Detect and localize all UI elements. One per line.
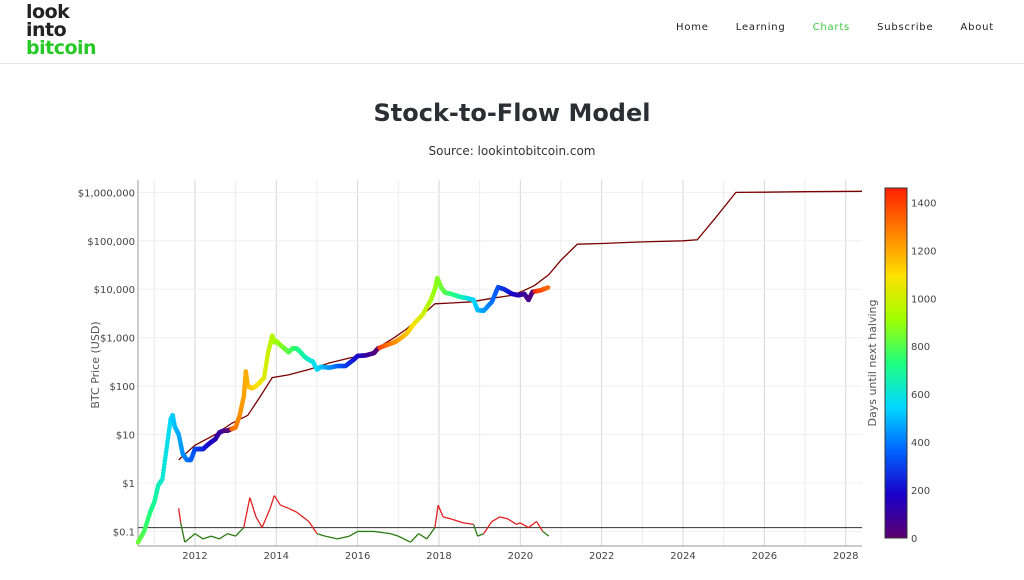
oscillator-segment (507, 518, 517, 525)
oscillator-segment (418, 533, 428, 540)
colorbar-tick-label: 1200 (911, 246, 936, 257)
colorbar-tick-label: 800 (911, 342, 930, 353)
oscillator-segment (316, 533, 326, 537)
oscillator-segment (273, 495, 281, 506)
oscillator-segment (261, 508, 271, 528)
oscillator-segment (249, 497, 257, 518)
y-tick-label: $10 (116, 431, 135, 442)
oscillator-segment (243, 497, 251, 528)
oscillator-segment (178, 508, 182, 523)
x-tick-label: 2016 (345, 551, 370, 562)
site-header: look into bitcoin Home Learning Charts S… (0, 0, 1024, 64)
oscillator-segment (218, 533, 228, 540)
nav-charts[interactable]: Charts (812, 22, 851, 33)
x-tick-label: 2014 (264, 551, 289, 562)
oscillator-segment (235, 527, 245, 537)
x-tick-label: 2022 (589, 551, 614, 562)
oscillator-segment (520, 522, 529, 529)
oscillator-line (178, 495, 550, 543)
x-tick-label: 2012 (182, 551, 207, 562)
oscillator-segment (528, 521, 537, 529)
oscillator-segment (426, 527, 436, 540)
x-tick-label: 2024 (670, 551, 695, 562)
oscillator-segment (410, 533, 420, 543)
oscillator-segment (450, 518, 464, 524)
x-axis-ticks: 2012 2014 2016 2018 2020 2022 2024 2026 2028 (182, 551, 858, 562)
oscillator-segment (442, 516, 452, 520)
y-tick-label: $1,000 (100, 334, 135, 345)
oscillator-segment (483, 521, 493, 534)
chart-subtitle: Source: lookintobitcoin.com (428, 144, 596, 158)
colorbar-tick-label: 400 (911, 438, 930, 449)
colorbar-tick-label: 1000 (911, 294, 936, 305)
nav-home[interactable]: Home (676, 22, 709, 33)
y-tick-label: $1,000,000 (78, 188, 135, 199)
colorbar-tick-label: 200 (911, 486, 930, 497)
colorbar-tick-label: 1400 (911, 198, 936, 209)
colorbar-tick-label: 0 (911, 534, 917, 545)
y-tick-label: $10,000 (94, 285, 135, 296)
price-point (545, 285, 551, 290)
nav-learning[interactable]: Learning (735, 22, 786, 33)
y-axis-label: BTC Price (USD) (89, 321, 102, 408)
oscillator-segment (499, 516, 509, 520)
x-tick-label: 2026 (752, 551, 777, 562)
x-tick-label: 2028 (833, 551, 858, 562)
oscillator-segment (211, 535, 220, 540)
main-nav: Home Learning Charts Subscribe About (676, 22, 994, 33)
oscillator-segment (180, 522, 186, 543)
colorbar-tick-label: 600 (911, 390, 930, 401)
btc-price-series (135, 275, 551, 545)
colorbar-label: Days until next halving (866, 300, 879, 427)
oscillator-segment (437, 504, 444, 518)
oscillator-segment (491, 516, 501, 523)
logo-word-3: bitcoin (26, 37, 97, 59)
y-tick-label: $100,000 (87, 237, 135, 248)
x-tick-label: 2018 (426, 551, 451, 562)
oscillator-segment (184, 538, 190, 543)
oscillator-segment (516, 522, 521, 525)
colorbar-gradient (884, 187, 908, 539)
oscillator-segment (477, 533, 484, 537)
oscillator-segment (296, 511, 310, 523)
oscillator-segment (373, 530, 391, 535)
chart-title: Stock-to-Flow Model (373, 99, 651, 127)
colorbar: 0 200 400 600 800 1000 1200 1400 (884, 187, 936, 545)
oscillator-segment (337, 535, 350, 540)
site-logo[interactable]: look into bitcoin (26, 1, 97, 59)
stock-to-flow-model-line (178, 190, 863, 461)
oscillator-segment (202, 535, 212, 540)
y-tick-label: $100 (110, 382, 135, 393)
logo-word-2: into (26, 19, 67, 41)
oscillator-segment (324, 535, 338, 540)
oscillator-segment (194, 533, 204, 540)
oscillator-segment (349, 530, 358, 537)
oscillator-segment (542, 530, 550, 537)
x-tick-label: 2020 (508, 551, 533, 562)
oscillator-segment (463, 522, 474, 525)
nav-about[interactable]: About (960, 22, 994, 33)
y-tick-label: $0.1 (113, 527, 135, 538)
oscillator-segment (389, 533, 399, 537)
y-tick-label: $1 (122, 479, 135, 490)
oscillator-segment (434, 504, 439, 528)
oscillator-segment (227, 533, 236, 537)
logo-word-1: look (26, 1, 70, 23)
oscillator-segment (536, 521, 544, 532)
model-line (178, 190, 863, 461)
oscillator-segment (308, 521, 318, 534)
oscillator-segment (188, 533, 196, 540)
oscillator-segment (280, 504, 289, 509)
oscillator-segment (398, 535, 411, 543)
y-axis-ticks: $0.1 $1 $10 $100 $1,000 $10,000 $100,000 $1,000… (78, 188, 135, 538)
oscillator-segment (288, 507, 297, 513)
oscillator-segment (255, 516, 263, 528)
oscillator-segment (269, 495, 275, 509)
nav-subscribe[interactable]: Subscribe (877, 22, 934, 33)
chart-grid (137, 180, 862, 547)
plot-area (138, 180, 862, 546)
oscillator-segment (472, 524, 479, 537)
